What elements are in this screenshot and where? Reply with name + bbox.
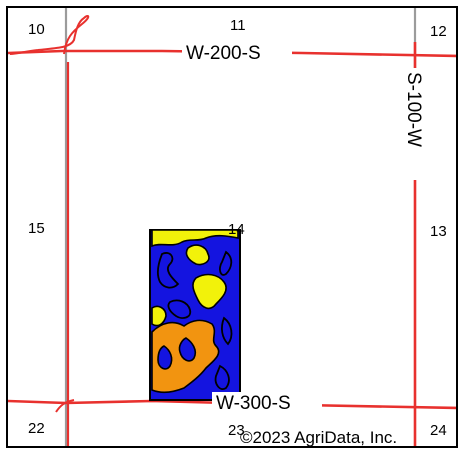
soil-inclusion (167, 299, 192, 319)
section-label-14: 14 (228, 221, 245, 238)
road-label-halo (182, 42, 292, 62)
section-label-13: 13 (430, 223, 447, 240)
road-label-w-300-s: W-300-S (216, 393, 291, 414)
road-label-w-200-s: W-200-S (186, 43, 261, 64)
road-stream-curve (9, 15, 90, 55)
soil-unit-yellow[interactable] (185, 244, 210, 266)
section-label-22: 22 (28, 420, 45, 437)
soil-map[interactable]: W-200-S W-300-S S-100-W 10 11 12 15 14 1… (8, 8, 458, 448)
section-label-11: 11 (230, 17, 246, 34)
copyright-text: ©2023 AgriData, Inc. (240, 428, 397, 447)
soil-inclusion (157, 345, 173, 370)
section-label-24: 24 (430, 422, 447, 439)
map-frame: W-200-S W-300-S S-100-W 10 11 12 15 14 1… (6, 6, 458, 448)
soil-unit-yellow[interactable] (151, 229, 239, 248)
section-label-12: 12 (430, 23, 447, 40)
section-label-23: 23 (228, 422, 245, 439)
soil-unit-yellow[interactable] (192, 273, 227, 310)
road-label-halo (404, 68, 426, 180)
field-parcel[interactable] (149, 229, 241, 401)
soil-inclusion (221, 316, 233, 346)
road-north (8, 49, 456, 58)
soil-inclusion (219, 250, 233, 276)
soil-inclusion (178, 337, 197, 362)
soil-inclusion (214, 364, 230, 390)
road-label-s-100-w: S-100-W (403, 72, 424, 147)
road-junction-sw (55, 399, 75, 413)
soil-inclusion (156, 252, 180, 289)
section-label-15: 15 (28, 220, 45, 237)
section-label-10: 10 (28, 21, 45, 38)
soil-unit-yellow[interactable] (151, 305, 167, 327)
road-label-halo (212, 392, 322, 412)
